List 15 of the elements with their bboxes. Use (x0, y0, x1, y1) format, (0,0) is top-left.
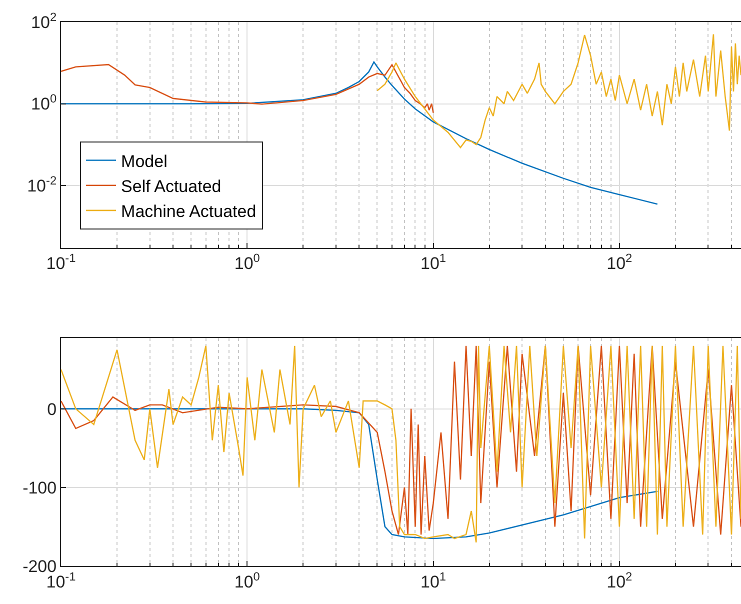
x-tick-label: 10$^{2}$ (606, 251, 633, 274)
y-tick-label: 10$^{2}$ (31, 10, 57, 32)
y-tick-label: 10$^{-2}$ (27, 173, 57, 196)
x-tick-label: 10$^{0}$ (234, 569, 260, 592)
x-tick-label: 10$^{1}$ (420, 251, 446, 274)
x-tick-label: 10$^{2}$ (606, 569, 633, 592)
legend-label: Machine Actuated (121, 202, 256, 222)
x-tick-label: 10$^{1}$ (420, 569, 446, 592)
y-tick-label: 10$^{0}$ (31, 92, 57, 114)
legend-label: Model (121, 152, 168, 171)
legend-label: Self Actuated (121, 176, 222, 196)
x-tick-label: 10$^{-1}$ (46, 251, 76, 274)
y-tick-label: 0 (47, 400, 57, 419)
y-tick-label: -100 (22, 478, 57, 498)
x-tick-label: 10$^{0}$ (234, 251, 260, 274)
